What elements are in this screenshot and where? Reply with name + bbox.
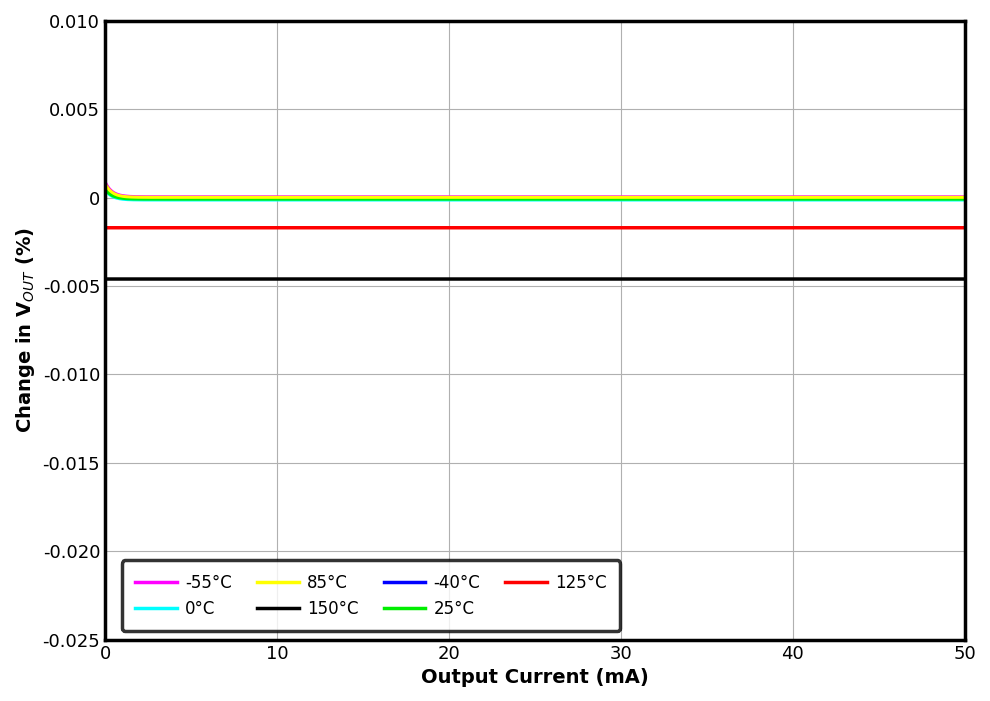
0°C xyxy=(776,196,788,204)
125°C xyxy=(934,224,945,232)
85°C xyxy=(935,193,946,202)
125°C xyxy=(517,224,529,232)
0°C xyxy=(935,196,946,204)
85°C xyxy=(518,193,530,202)
-40°C xyxy=(495,195,507,203)
Line: -55°C: -55°C xyxy=(105,182,964,197)
-55°C xyxy=(934,193,945,201)
0°C xyxy=(934,196,945,204)
0°C xyxy=(958,196,970,204)
150°C xyxy=(934,275,945,283)
150°C xyxy=(517,275,529,283)
-40°C xyxy=(368,195,380,203)
85°C xyxy=(379,193,391,202)
125°C xyxy=(934,224,945,232)
125°C xyxy=(99,224,111,232)
25°C xyxy=(143,195,154,203)
0°C xyxy=(99,186,111,194)
-55°C xyxy=(776,193,788,201)
-55°C xyxy=(495,193,507,201)
-55°C xyxy=(935,193,946,201)
25°C xyxy=(495,195,507,203)
Legend: -55°C, 0°C, 85°C, 150°C, -40°C, 25°C, 125°C, : -55°C, 0°C, 85°C, 150°C, -40°C, 25°C, 12… xyxy=(122,560,621,632)
25°C xyxy=(518,195,530,203)
125°C xyxy=(143,224,154,232)
125°C xyxy=(494,224,506,232)
25°C xyxy=(958,195,970,203)
25°C xyxy=(934,195,945,203)
25°C xyxy=(776,195,788,203)
-40°C xyxy=(143,195,154,203)
-55°C xyxy=(143,193,154,201)
Line: 85°C: 85°C xyxy=(105,184,964,198)
-40°C xyxy=(776,195,788,203)
X-axis label: Output Current (mA): Output Current (mA) xyxy=(421,668,648,687)
0°C xyxy=(362,196,374,204)
-55°C xyxy=(518,193,530,201)
0°C xyxy=(495,196,507,204)
125°C xyxy=(776,224,788,232)
85°C xyxy=(958,193,970,202)
Line: 0°C: 0°C xyxy=(105,190,964,200)
0°C xyxy=(518,196,530,204)
Y-axis label: Change in V$_{OUT}$ (%): Change in V$_{OUT}$ (%) xyxy=(14,227,37,433)
85°C xyxy=(99,179,111,188)
125°C xyxy=(958,224,970,232)
150°C xyxy=(143,275,154,283)
-55°C xyxy=(99,177,111,186)
150°C xyxy=(494,275,506,283)
85°C xyxy=(776,193,788,202)
150°C xyxy=(934,275,945,283)
150°C xyxy=(958,275,970,283)
25°C xyxy=(99,184,111,193)
-40°C xyxy=(958,195,970,203)
-40°C xyxy=(935,195,946,203)
25°C xyxy=(935,195,946,203)
-40°C xyxy=(934,195,945,203)
Line: -40°C: -40°C xyxy=(105,187,964,199)
85°C xyxy=(495,193,507,202)
-40°C xyxy=(518,195,530,203)
Line: 25°C: 25°C xyxy=(105,189,964,199)
85°C xyxy=(143,193,154,201)
-55°C xyxy=(958,193,970,201)
-40°C xyxy=(99,183,111,191)
150°C xyxy=(776,275,788,283)
85°C xyxy=(934,193,945,202)
150°C xyxy=(99,275,111,283)
25°C xyxy=(367,195,379,203)
0°C xyxy=(143,196,154,204)
-55°C xyxy=(375,193,387,201)
